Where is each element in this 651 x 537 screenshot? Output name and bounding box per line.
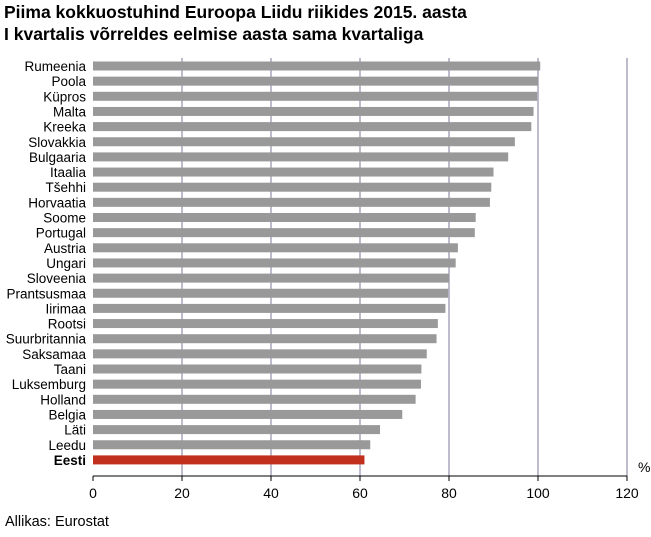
category-label: Itaalia (50, 165, 87, 180)
chart-title-line-2: I kvartalis võrreldes eelmise aasta sama… (4, 24, 424, 44)
bar-malta (93, 106, 534, 116)
chart-title-line-1: Piima kokkuostuhind Euroopa Liidu riikid… (4, 2, 467, 22)
x-axis-ticks: 0 20 40 60 80 100 120 (89, 476, 639, 501)
category-label: Küpros (43, 89, 86, 104)
category-label: Soome (43, 211, 86, 226)
bar-küpros (93, 91, 538, 101)
bar-holland (93, 394, 416, 404)
bar-chart: RumeeniaPoolaKüprosMaltaKreekaSlovakkiaB… (6, 58, 639, 501)
bar-kreeka (93, 122, 532, 132)
category-label: Holland (40, 392, 86, 407)
chart-title: Piima kokkuostuhind Euroopa Liidu riikid… (4, 1, 467, 45)
category-label: Horvaatia (28, 195, 86, 210)
bar-taani (93, 364, 422, 374)
source-note: Allikas: Eurostat (5, 514, 109, 530)
category-label: Taani (54, 362, 86, 377)
bar-saksamaa (93, 349, 427, 359)
bars (93, 61, 541, 465)
category-label: Ungari (46, 256, 86, 271)
category-label: Luksemburg (12, 377, 86, 392)
category-label: Saksamaa (22, 347, 86, 362)
category-label: Leedu (48, 438, 86, 453)
bar-itaalia (93, 167, 494, 177)
bar-poola (93, 76, 538, 86)
bar-rumeenia (93, 61, 541, 71)
unit-label: % (638, 459, 651, 475)
bar-bulgaaria (93, 152, 509, 162)
bar-soome (93, 213, 476, 222)
bar-austria (93, 243, 458, 253)
x-tick-label: 100 (526, 485, 550, 501)
bar-läti (93, 425, 381, 435)
bar-leedu (93, 440, 371, 450)
bar-portugal (93, 228, 475, 238)
bar-ungari (93, 258, 456, 268)
x-tick-label: 0 (89, 485, 97, 501)
bar-rootsi (93, 319, 438, 329)
x-tick-label: 40 (263, 485, 279, 501)
category-label: Eesti (54, 453, 86, 468)
x-tick-label: 120 (615, 485, 639, 501)
x-tick-label: 80 (441, 485, 457, 501)
bar-luksemburg (93, 379, 421, 389)
category-label: Malta (53, 104, 87, 119)
category-label: Kreeka (43, 120, 86, 135)
category-label: Iirimaa (45, 301, 86, 316)
category-label: Rootsi (48, 317, 86, 332)
x-tick-label: 20 (174, 485, 190, 501)
category-label: Portugal (36, 226, 86, 241)
bar-iirimaa (93, 303, 446, 313)
category-label: Läti (64, 423, 86, 438)
category-label: Austria (44, 241, 87, 256)
bar-prantsusmaa (93, 288, 449, 298)
category-label: Sloveenia (27, 271, 87, 286)
category-label: Suurbritannia (6, 332, 87, 347)
category-label: Bulgaaria (29, 150, 87, 165)
category-label: Tšehhi (45, 180, 86, 195)
category-labels: RumeeniaPoolaKüprosMaltaKreekaSlovakkiaB… (6, 59, 87, 468)
bar-horvaatia (93, 197, 490, 207)
bar-tšehhi (93, 182, 492, 192)
bar-belgia (93, 409, 403, 419)
bar-sloveenia (93, 273, 449, 283)
category-label: Belgia (48, 407, 86, 422)
bar-slovakkia (93, 137, 515, 147)
category-label: Rumeenia (24, 59, 86, 74)
category-label: Prantsusmaa (6, 286, 86, 301)
bar-eesti (93, 455, 365, 465)
category-label: Poola (51, 74, 86, 89)
x-tick-label: 60 (352, 485, 368, 501)
bar-suurbritannia (93, 334, 437, 344)
category-label: Slovakkia (28, 135, 86, 150)
